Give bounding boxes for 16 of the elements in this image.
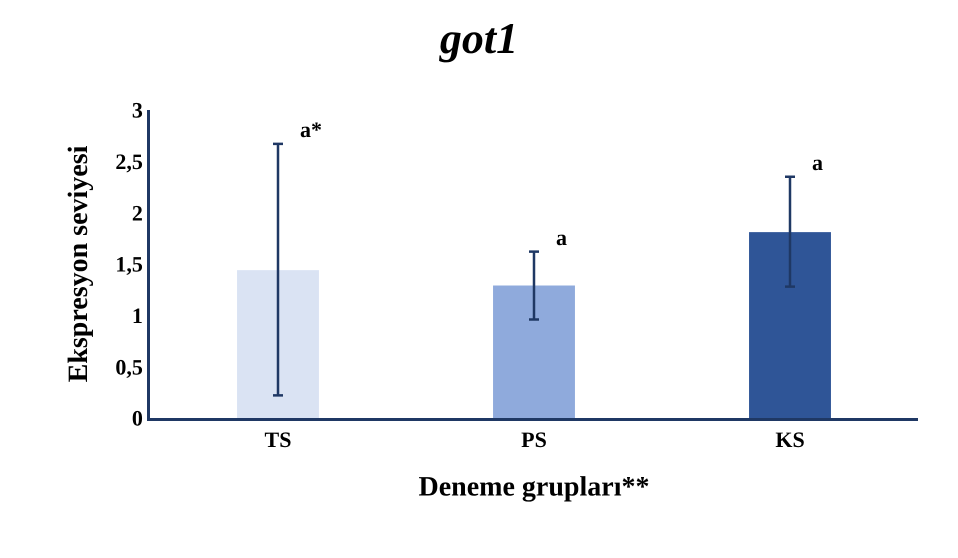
chart-title: got1 <box>438 14 518 64</box>
annotation: a <box>812 150 823 175</box>
annotation: a <box>556 225 567 250</box>
y-axis-title: Ekspresyon seviyesi <box>63 145 94 382</box>
y-tick-label: 1 <box>132 303 143 328</box>
x-axis-title: Deneme grupları** <box>418 471 650 502</box>
y-tick-label: 2,5 <box>115 149 143 174</box>
x-tick-label: KS <box>775 427 805 452</box>
y-tick-label: 2 <box>132 200 143 226</box>
y-tick-label: 0 <box>132 406 143 431</box>
x-tick-label: TS <box>264 427 292 452</box>
y-tick-label: 3 <box>132 98 143 123</box>
y-tick-label: 0,5 <box>115 354 143 380</box>
y-tick-label: 1,5 <box>115 252 143 277</box>
x-tick-label: PS <box>521 427 547 452</box>
annotation: a* <box>300 117 322 142</box>
